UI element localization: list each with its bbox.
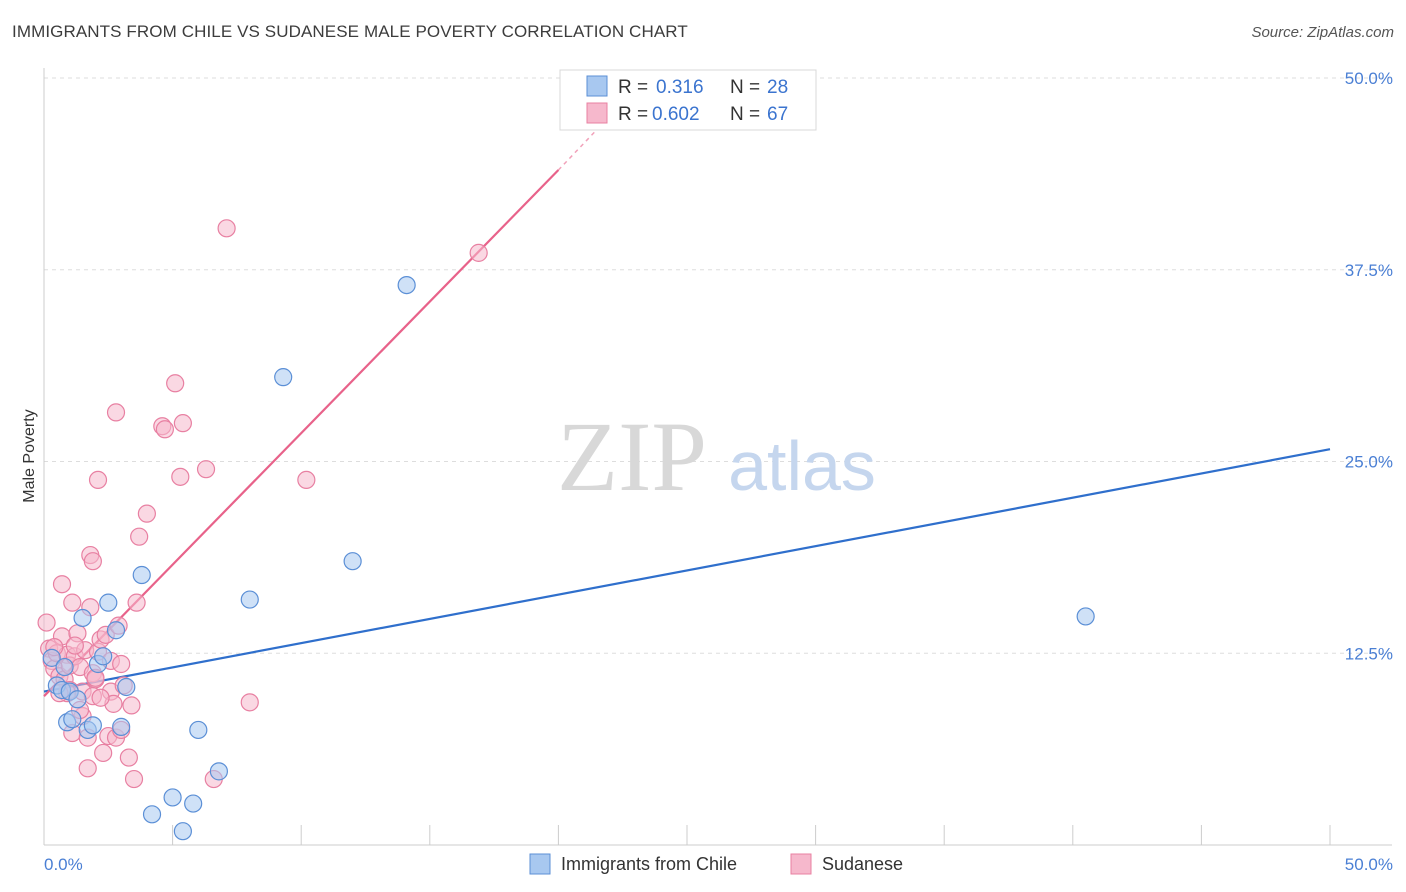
y-axis-label: Male Poverty	[21, 409, 38, 502]
sudanese-point	[88, 470, 108, 490]
chile-point	[173, 822, 192, 841]
chile-trendline	[43, 448, 1331, 693]
legend-n-label-2: N =	[730, 104, 760, 125]
sudanese-point	[52, 575, 72, 594]
chile-point	[184, 794, 203, 813]
sudanese-point	[65, 636, 84, 655]
sudanese-point	[217, 219, 236, 238]
sudanese-point	[122, 696, 141, 715]
sudanese-point	[37, 613, 56, 632]
chile-point	[397, 275, 416, 295]
legend-box: R = 0.316 N = 28 R = 0.602 N = 67	[559, 69, 817, 131]
legend-n-sudanese: 67	[767, 104, 788, 125]
legend-swatch-chile	[586, 75, 608, 97]
bottom-legend-chile: Immigrants from Chile	[561, 854, 737, 874]
sudanese-point	[137, 504, 156, 523]
legend-n-label: N =	[730, 77, 760, 98]
y-tick-label: 12.5%	[1345, 644, 1393, 663]
bottom-legend-sudanese: Sudanese	[822, 854, 903, 874]
axis-layer: 12.5% 25.0% 37.5% 50.0% 0.0% 50.0%	[43, 68, 1393, 874]
sudanese-point	[155, 420, 174, 439]
chile-point	[209, 762, 228, 781]
sudanese-point	[112, 654, 131, 674]
points-layer	[37, 219, 1095, 841]
sudanese-point	[130, 527, 149, 546]
chile-point	[55, 657, 74, 677]
watermark-atlas: atlas	[728, 427, 876, 505]
chart-title: IMMIGRANTS FROM CHILE VS SUDANESE MALE P…	[12, 22, 688, 41]
chile-point	[240, 590, 259, 609]
chile-point	[142, 805, 162, 824]
sudanese-point	[173, 414, 192, 433]
sudanese-point	[83, 552, 102, 571]
chile-point	[132, 565, 151, 585]
sudanese-point	[127, 593, 146, 612]
legend-r-label: R =	[618, 77, 648, 98]
grid-layer	[44, 77, 1392, 654]
chile-point	[343, 552, 362, 571]
x-tick-label: 50.0%	[1345, 855, 1393, 874]
sudanese-point	[106, 403, 126, 422]
chile-point	[42, 648, 61, 667]
chile-point	[63, 710, 82, 729]
x-tick-label: 0.0%	[44, 855, 83, 874]
chile-point	[94, 647, 113, 666]
sudanese-point	[469, 243, 488, 262]
legend-r-chile: 0.316	[656, 77, 704, 98]
sudanese-point	[119, 748, 138, 767]
chile-point	[73, 608, 92, 628]
y-tick-label: 25.0%	[1345, 453, 1393, 472]
sudanese-point	[78, 759, 97, 778]
chile-point	[189, 720, 208, 740]
sudanese-point	[91, 688, 110, 707]
legend-r-label-2: R =	[618, 104, 648, 125]
trend-layer	[43, 102, 1331, 697]
sudanese-point	[297, 470, 316, 490]
sudanese-point	[63, 593, 82, 612]
y-tick-label: 50.0%	[1345, 69, 1393, 88]
bottom-legend: Immigrants from Chile Sudanese	[529, 853, 903, 875]
sudanese-point	[166, 374, 185, 393]
chile-point	[112, 717, 131, 736]
chile-point	[83, 716, 102, 735]
watermark-zip: ZIP	[557, 401, 707, 512]
sudanese-point	[240, 693, 259, 712]
sudanese-point	[124, 769, 144, 789]
sudanese-point	[171, 467, 190, 486]
legend-n-chile: 28	[767, 77, 788, 98]
bottom-legend-swatch-chile	[529, 853, 551, 875]
chile-point	[274, 368, 293, 387]
sudanese-point	[94, 743, 113, 763]
bottom-legend-swatch-sudanese	[790, 853, 812, 875]
y-tick-label: 37.5%	[1345, 261, 1393, 280]
sudanese-point	[196, 460, 216, 479]
source-label: Source: ZipAtlas.com	[1251, 24, 1394, 41]
legend-swatch-sudanese	[586, 102, 608, 124]
legend-r-sudanese: 0.602	[652, 104, 700, 125]
chile-point	[68, 690, 87, 709]
chile-point	[1076, 607, 1095, 626]
chile-point	[163, 788, 182, 807]
chile-point	[117, 677, 136, 697]
chile-point	[99, 593, 118, 612]
chile-point	[106, 621, 126, 640]
